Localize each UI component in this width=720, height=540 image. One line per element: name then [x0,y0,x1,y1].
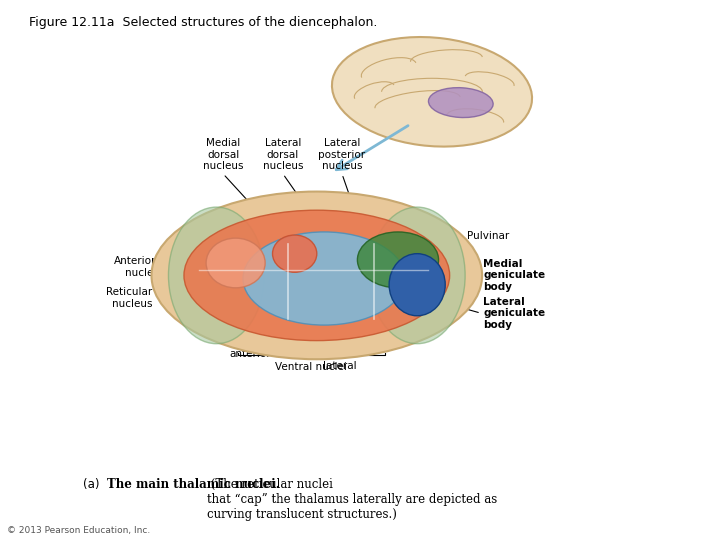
Text: Anterior
nuclei: Anterior nuclei [114,256,156,278]
Text: Medial
geniculate
body: Medial geniculate body [483,259,545,292]
Text: Figure 12.11a  Selected structures of the diencephalon.: Figure 12.11a Selected structures of the… [29,16,377,29]
Ellipse shape [428,87,493,118]
Text: Pulvinar: Pulvinar [467,231,509,241]
Ellipse shape [272,235,317,272]
Text: Lateral
dorsal
nucleus: Lateral dorsal nucleus [263,138,303,171]
Ellipse shape [184,210,449,341]
Text: Ventral nuclei: Ventral nuclei [276,362,347,372]
Text: Reticular
nucleus: Reticular nucleus [107,287,153,309]
Text: Lateral
posterior
nucleus: Lateral posterior nucleus [318,138,366,171]
Ellipse shape [168,207,264,344]
Text: Ventral
postero-
lateral: Ventral postero- lateral [318,338,361,370]
Text: Ventral
anterior: Ventral anterior [230,338,271,359]
Ellipse shape [206,238,265,288]
Ellipse shape [151,192,482,359]
Text: Lateral
geniculate
body: Lateral geniculate body [483,296,545,330]
Ellipse shape [389,254,445,316]
Text: © 2013 Pearson Education, Inc.: © 2013 Pearson Education, Inc. [7,525,150,535]
Text: (The reticular nuclei
that “cap” the thalamus laterally are depicted as
curving : (The reticular nuclei that “cap” the tha… [207,478,498,521]
Text: (a): (a) [83,478,99,491]
Ellipse shape [357,232,438,288]
Ellipse shape [369,207,465,344]
Ellipse shape [243,232,405,325]
Ellipse shape [332,37,532,146]
Text: Ventral
lateral: Ventral lateral [271,338,309,359]
Text: The main thalamic nuclei.: The main thalamic nuclei. [107,478,279,491]
Text: Medial
dorsal
nucleus: Medial dorsal nucleus [203,138,243,171]
